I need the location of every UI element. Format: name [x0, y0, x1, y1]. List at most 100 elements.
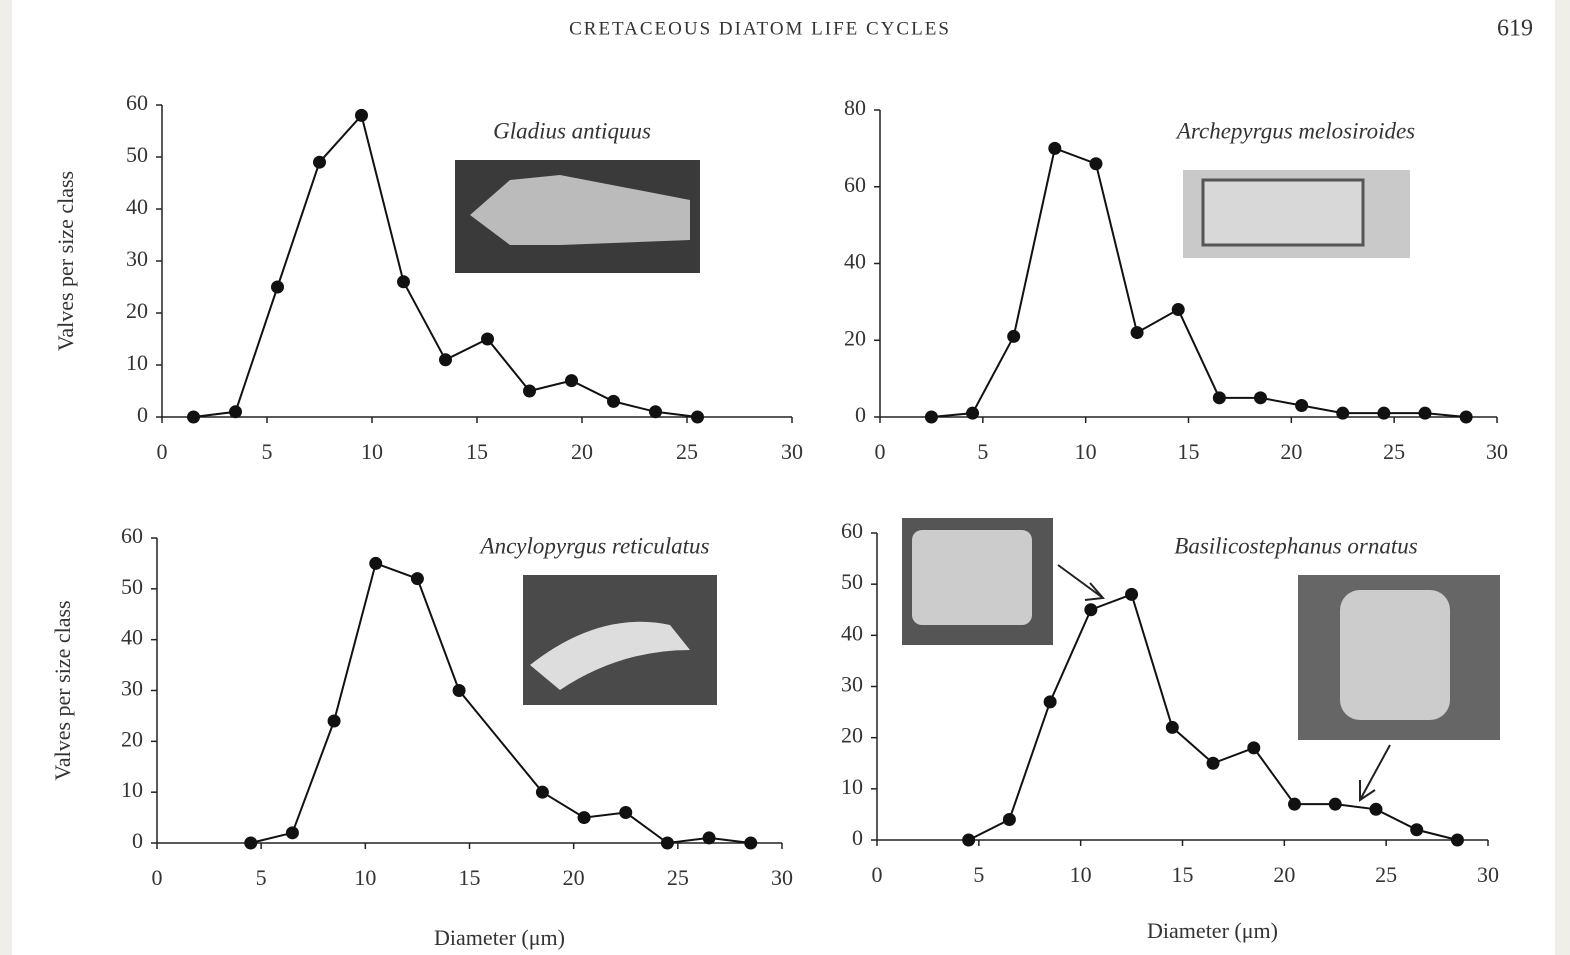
y-tick-label: 10 [126, 350, 148, 375]
data-point [453, 684, 466, 697]
data-point [1254, 391, 1267, 404]
y-axis-label: Valves per size class [53, 171, 78, 351]
x-tick-label: 20 [571, 439, 593, 464]
y-axis-label: Valves per size class [50, 600, 75, 780]
data-point [607, 395, 620, 408]
y-tick-label: 20 [121, 726, 143, 751]
y-tick-label: 20 [844, 325, 866, 350]
data-point [1172, 303, 1185, 316]
x-axis-label: Diameter (μm) [434, 925, 565, 950]
y-tick-label: 10 [841, 774, 863, 799]
y-tick-label: 20 [841, 723, 863, 748]
x-tick-label: 15 [466, 439, 488, 464]
x-axis-label: Diameter (μm) [1147, 918, 1278, 943]
data-point [1410, 823, 1423, 836]
data-point [1247, 741, 1260, 754]
x-tick-label: 0 [157, 439, 168, 464]
micrograph-shape [912, 530, 1032, 625]
x-tick-label: 30 [771, 865, 793, 890]
y-tick-label: 60 [844, 172, 866, 197]
y-tick-label: 80 [844, 95, 866, 120]
running-head: CRETACEOUS DIATOM LIFE CYCLES [569, 18, 951, 39]
data-point [925, 411, 938, 424]
x-tick-label: 5 [977, 439, 988, 464]
x-tick-label: 10 [1075, 439, 1097, 464]
y-tick-label: 40 [844, 249, 866, 274]
micrograph-shape [1340, 590, 1450, 720]
x-tick-label: 20 [1280, 439, 1302, 464]
x-tick-label: 30 [1486, 439, 1508, 464]
data-point [1003, 813, 1016, 826]
data-point [411, 572, 424, 585]
chart-title: Ancylopyrgus reticulatus [479, 533, 710, 558]
data-point [355, 109, 368, 122]
data-point [1288, 798, 1301, 811]
data-point [962, 834, 975, 847]
data-point [1166, 721, 1179, 734]
data-point [536, 786, 549, 799]
data-point [1295, 399, 1308, 412]
x-tick-label: 15 [1172, 862, 1194, 887]
chart-title: Archepyrgus melosiroides [1175, 118, 1415, 143]
x-tick-label: 10 [1070, 862, 1092, 887]
data-point [703, 831, 716, 844]
data-point [1377, 407, 1390, 420]
data-point [1125, 588, 1138, 601]
y-tick-label: 40 [121, 625, 143, 650]
data-point [661, 837, 674, 850]
x-tick-label: 30 [781, 439, 803, 464]
micrograph-shape [1203, 180, 1363, 245]
x-tick-label: 15 [459, 865, 481, 890]
x-tick-label: 0 [872, 862, 883, 887]
y-tick-label: 40 [126, 194, 148, 219]
data-point [187, 411, 200, 424]
data-point [1419, 407, 1432, 420]
x-tick-label: 10 [354, 865, 376, 890]
data-point [649, 405, 662, 418]
data-point [1336, 407, 1349, 420]
chart-title: Basilicostephanus ornatus [1174, 533, 1417, 558]
page-number: 619 [1497, 16, 1533, 42]
data-point [578, 811, 591, 824]
y-tick-label: 0 [852, 825, 863, 850]
x-tick-label: 10 [361, 439, 383, 464]
data-point [1451, 834, 1464, 847]
y-tick-label: 10 [121, 777, 143, 802]
x-tick-label: 20 [1273, 862, 1295, 887]
y-tick-label: 30 [841, 672, 863, 697]
x-tick-label: 20 [563, 865, 585, 890]
data-point [691, 411, 704, 424]
data-point [565, 374, 578, 387]
chart-title: Gladius antiquus [493, 118, 651, 143]
data-point [966, 407, 979, 420]
data-point [286, 826, 299, 839]
figure: CRETACEOUS DIATOM LIFE CYCLES 619 0 10 20 3… [0, 0, 1570, 955]
y-tick-label: 60 [841, 518, 863, 543]
x-tick-label: 15 [1178, 439, 1200, 464]
data-point [397, 275, 410, 288]
x-tick-label: 0 [875, 439, 886, 464]
data-point [481, 333, 494, 346]
y-tick-label: 0 [132, 828, 143, 853]
x-tick-label: 25 [1383, 439, 1405, 464]
y-tick-label: 50 [841, 569, 863, 594]
data-point [1089, 157, 1102, 170]
data-point [1007, 330, 1020, 343]
data-point [1207, 757, 1220, 770]
data-point [1084, 603, 1097, 616]
data-point [271, 281, 284, 294]
data-point [1048, 142, 1061, 155]
data-point [1131, 326, 1144, 339]
y-tick-label: 0 [855, 402, 866, 427]
data-point [1213, 391, 1226, 404]
data-point [244, 837, 257, 850]
data-point [313, 156, 326, 169]
data-point [369, 557, 382, 570]
data-point [1329, 798, 1342, 811]
y-tick-label: 50 [126, 142, 148, 167]
data-point [1044, 695, 1057, 708]
x-tick-label: 25 [676, 439, 698, 464]
y-tick-label: 60 [126, 90, 148, 115]
data-point [1369, 803, 1382, 816]
x-tick-label: 25 [1375, 862, 1397, 887]
